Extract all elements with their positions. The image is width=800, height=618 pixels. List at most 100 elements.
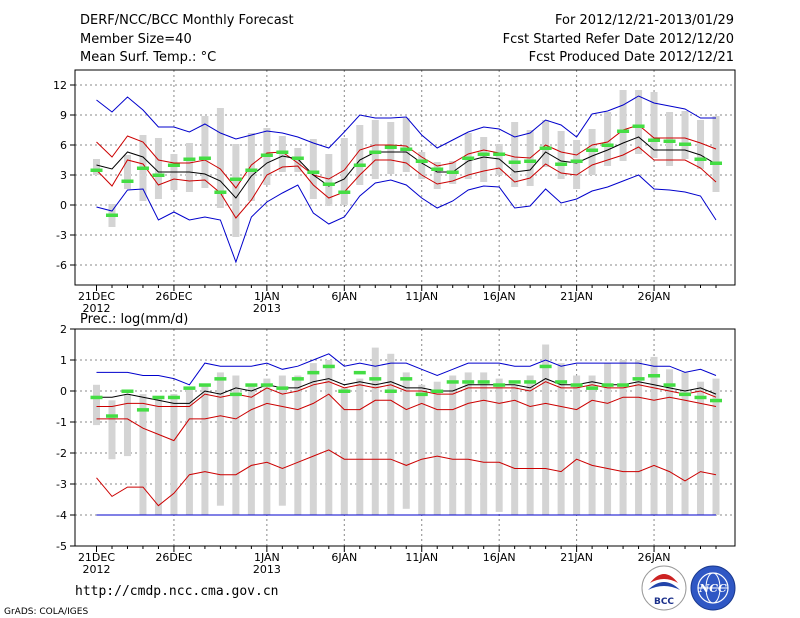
precip-box-4 [154,397,162,515]
ncc-logo-text: NCC [698,582,727,595]
temp-obs-2 [121,179,134,183]
temp-series-lower-extreme [96,174,717,264]
temp-obs-24 [462,156,475,160]
precip-series-upper-spread [96,381,717,407]
precip-ytick-label-3: -1 [56,416,67,429]
precip-box-37 [666,369,674,515]
forecast-start-date: Fcst Started Refer Date 2012/12/20 [503,32,734,47]
precip-obs-37 [663,383,676,387]
precip-box-20 [402,372,410,509]
temp-obs-8 [214,190,227,194]
temp-obs-36 [648,138,661,142]
precip-ytick-label-2: 0 [60,385,67,398]
precip-frame [74,328,736,547]
temp-obs-14 [307,170,320,174]
precip-box-38 [681,372,689,515]
chart-title: DERF/NCC/BCC Monthly Forecast [80,13,294,28]
temp-obs-19 [384,145,397,149]
temp-obs-34 [617,129,630,133]
temp-obs-9 [229,177,242,181]
precip-box-5 [170,394,178,515]
member-size: Member Size=40 [80,32,192,47]
precip-xlabel-5: 16JAN [483,551,516,564]
precip-box-7 [201,384,209,515]
temp-frame [74,69,736,286]
precip-box-32 [588,375,596,515]
precip-box-22 [433,381,441,515]
precip-xlabel-3: 6JAN [331,551,357,564]
temp-obs-16 [338,190,351,194]
temp-obs-3 [136,166,149,170]
precip-obs-21 [415,392,428,397]
precip-box-28 [526,375,534,515]
precip-series-lower-spread [96,393,717,442]
precip-xlabel-2: 1JAN [254,551,280,564]
precip-box-14 [309,363,317,515]
precip-box-39 [697,381,705,515]
precip-obs-36 [648,374,661,378]
precip-box-19 [387,353,395,515]
temp-obs-33 [601,143,614,147]
temp-obs-4 [152,173,165,177]
precip-obs-26 [493,383,506,387]
temp-obs-22 [431,167,444,171]
precip-obs-8 [214,377,227,381]
ncc-logo: NCC [690,565,736,611]
precip-obs-17 [353,370,366,375]
temp-xlabel-4: 11JAN [405,290,438,303]
temp-obs-29 [539,146,552,150]
precip-ytick-label-0: 2 [60,323,67,336]
footer-url[interactable]: http://cmdp.ncc.cma.gov.cn [75,584,279,599]
precip-obs-30 [555,380,568,384]
temp-xlabel-sub-2: 2013 [253,302,281,315]
precip-obs-13 [291,377,304,381]
precip-box-16 [340,387,348,515]
temp-obs-23 [446,170,459,174]
precip-obs-6 [183,386,196,390]
precip-xlabel-1: 26DEC [155,551,192,564]
precip-box-13 [294,375,302,515]
temp-obs-37 [663,139,676,143]
precip-box-1 [108,400,116,460]
temp-ytick-label-3: 3 [60,169,67,182]
precip-obs-0 [90,395,103,400]
temp-box-8 [216,108,224,208]
precip-obs-27 [508,380,521,384]
precip-box-8 [216,372,224,506]
temp-obs-32 [586,148,599,152]
precip-obs-4 [152,395,165,400]
precip-box-18 [371,347,379,515]
precip-xlabel-sub-0: 2012 [83,563,111,576]
temp-obs-21 [415,159,428,163]
precip-panel-title: Prec.: log(mm/d) [80,312,188,327]
precip-box-33 [604,363,612,515]
temp-box-7 [201,116,209,188]
temp-box-35 [635,90,643,154]
temp-box-6 [185,143,193,192]
temp-obs-13 [291,156,304,160]
grads-credit: GrADS: COLA/IGES [4,607,88,617]
temp-box-18 [371,120,379,179]
precip-box-23 [449,375,457,515]
precip-obs-10 [245,383,258,387]
temp-xlabel-5: 16JAN [483,290,516,303]
temp-series-ensemble-mean [96,136,717,199]
precip-box-6 [185,387,193,515]
precip-box-30 [557,363,565,515]
precip-ytick-label-6: -4 [56,509,67,522]
precip-obs-7 [198,383,211,387]
temp-ytick-label-1: 9 [60,109,67,122]
temp-xlabel-2: 1JAN [254,290,280,303]
precip-box-0 [93,384,100,426]
precip-box-15 [325,360,333,515]
precip-box-21 [418,384,426,515]
precip-ytick-label-4: -2 [56,447,67,460]
precip-obs-5 [167,395,180,400]
temp-obs-27 [508,160,521,164]
precip-xlabel-7: 26JAN [638,551,671,564]
temp-box-20 [402,118,410,172]
variable-label: Mean Surf. Temp.: °C [80,50,216,65]
precip-xlabel-0: 21DEC [78,551,115,564]
precip-ytick-label-5: -3 [56,478,67,491]
